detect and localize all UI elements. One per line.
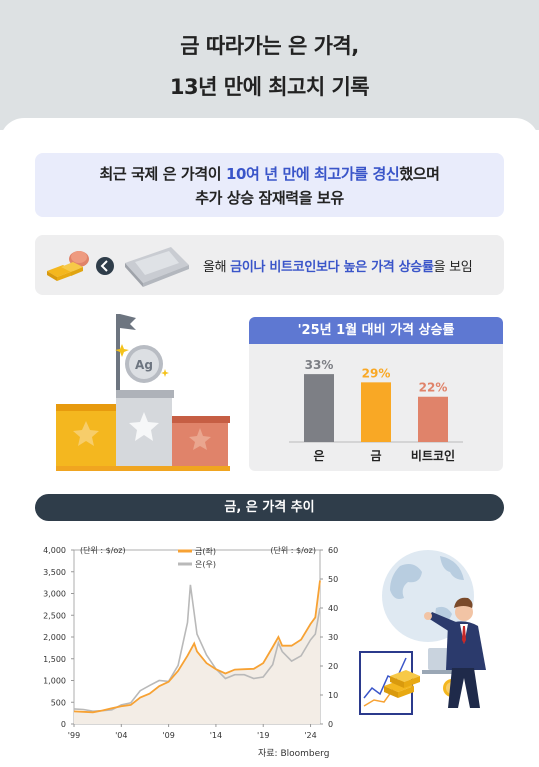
left-tick-label-2: 1,000 [43,677,66,686]
ag-coin-label: Ag [135,358,153,372]
bar-value-label-2: 22% [419,381,448,395]
legend-label-gold: 금(좌) [195,547,216,556]
line-chart: 0 500 1,000 1,500 2,000 2,500 3,000 3,500 4,000 0… [43,545,338,740]
summary-box: 최근 국제 은 가격이 10여 년 만에 최고가를 경신했으며 추가 상승 잠재… [35,153,504,217]
comparison-text-highlight: 금이나 비트코인보다 높은 가격 상승률 [230,260,434,275]
comparison-text: 올해 금이나 비트코인보다 높은 가격 상승률을 보임 [203,256,473,275]
right-tick-label-0: 0 [328,720,333,729]
bar-chart: 33% 은 29% 금 22% 비트코인 [289,358,463,463]
x-tick-label-5: '24 [304,731,316,740]
bar-category-label-0: 은 [313,449,324,463]
right-tick-label-6: 60 [328,546,338,555]
bar-value-label-0: 33% [305,358,334,372]
comparison-text-pre: 올해 [203,260,231,275]
right-tick-label-2: 20 [328,662,338,671]
x-tick-label-1: '04 [115,731,127,740]
header-banner [0,0,539,130]
source-note: 자료: Bloomberg [258,749,330,759]
right-unit-label: (단위 : $/oz) [270,545,316,555]
bar-chart-panel: 33% 은 29% 금 22% 비트코인 [249,344,503,471]
x-tick-label-0: '99 [68,731,80,740]
silver-bar-icon [125,247,189,287]
right-tick-label-3: 30 [328,633,338,642]
less-than-icon [96,257,114,275]
series-line-gold [73,580,321,714]
bar-0 [304,374,334,442]
x-tick-label-4: '19 [257,731,269,740]
comparison-box: 올해 금이나 비트코인보다 높은 가격 상승률을 보임 [35,235,504,295]
right-tick-label-1: 10 [328,691,338,700]
bar-1 [361,382,391,442]
comparison-text-post: 을 보임 [433,260,473,275]
bar-chart-title: '25년 1월 대비 가격 상승률 [249,317,503,344]
left-tick-label-7: 3,500 [43,568,66,577]
right-tick-label-4: 40 [328,604,338,613]
podium-illustration: Ag [56,314,230,471]
left-tick-label-4: 2,000 [43,633,66,642]
bar-2 [418,396,448,442]
left-tick-label-0: 0 [61,720,66,729]
section-title: 금, 은 가격 추이 [35,494,504,521]
summary-line1-pre: 최근 국제 은 가격이 [99,165,226,183]
left-tick-label-3: 1,500 [43,655,66,664]
summary-line2: 추가 상승 잠재력을 보유 [195,189,344,207]
x-tick-label-2: '09 [162,731,174,740]
x-tick-label-3: '14 [210,731,222,740]
left-tick-label-6: 3,000 [43,590,66,599]
bar-category-label-1: 금 [370,449,381,463]
left-unit-label: (단위 : $/oz) [80,545,126,555]
header-arc [0,118,539,148]
legend-label-silver: 은(우) [195,560,216,569]
right-tick-label-5: 50 [328,575,338,584]
page-title-line1: 금 따라가는 은 가격, [180,34,359,58]
bar-category-label-2: 비트코인 [411,448,455,463]
left-tick-label-8: 4,000 [43,546,66,555]
bar-value-label-1: 29% [362,366,391,380]
summary-line1-post: 했으며 [399,165,440,183]
page-title-line2: 13년 만에 최고치 기록 [169,75,370,99]
left-tick-label-5: 2,500 [43,611,66,620]
gold-coins-icon [47,251,89,281]
left-tick-label-1: 500 [51,698,66,707]
investor-illustration [359,550,486,715]
summary-line1-highlight: 10여 년 만에 최고가를 경신 [225,165,400,183]
summary-line1: 최근 국제 은 가격이 10여 년 만에 최고가를 경신했으며 [35,163,504,184]
